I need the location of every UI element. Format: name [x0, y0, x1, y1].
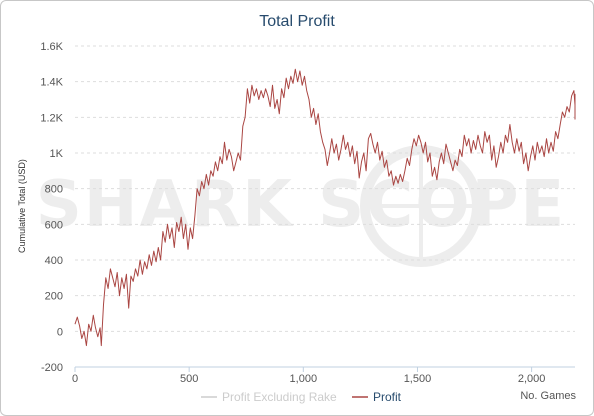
chart-title: Total Profit: [259, 13, 335, 30]
legend-item-profit-excluding-rake[interactable]: Profit Excluding Rake: [201, 390, 337, 404]
y-tick-label: 200: [45, 291, 63, 303]
legend-label-profit-excluding-rake: Profit Excluding Rake: [222, 390, 337, 404]
y-axis-title: Cumulative Total (USD): [17, 159, 27, 253]
x-axis-title: No. Games: [520, 390, 576, 402]
legend-item-profit[interactable]: Profit: [352, 390, 402, 404]
watermark: SHARK SCOPE: [36, 168, 566, 242]
y-tick-label: 1.4K: [40, 77, 63, 89]
x-tick-label: 2,000: [518, 373, 546, 385]
y-tick-label: 800: [45, 184, 63, 196]
x-tick-label: 1,000: [290, 373, 318, 385]
y-tick-label: 0: [57, 326, 63, 338]
y-axis-ticks: -200 0 200 400 600 800 1K 1.2K 1.4K 1.6K: [40, 41, 63, 374]
x-tick-label: 1,500: [404, 373, 432, 385]
legend: Profit Excluding Rake Profit: [201, 390, 402, 404]
series-profit-line: [74, 68, 576, 347]
y-tick-label: 600: [45, 219, 63, 231]
x-tick-label: 0: [72, 373, 78, 385]
y-tick-label: 1.2K: [40, 112, 63, 124]
x-tick-label: 500: [180, 373, 198, 385]
x-axis-ticks: 0 500 1,000 1,500 2,000: [72, 367, 545, 385]
y-tick-label: 1K: [50, 148, 64, 160]
watermark-target-icon: [360, 145, 482, 267]
grid-lines: [75, 45, 575, 332]
y-tick-label: 400: [45, 255, 63, 267]
y-tick-label: -200: [41, 362, 63, 374]
legend-label-profit: Profit: [373, 390, 402, 404]
y-tick-label: 1.6K: [40, 41, 63, 53]
